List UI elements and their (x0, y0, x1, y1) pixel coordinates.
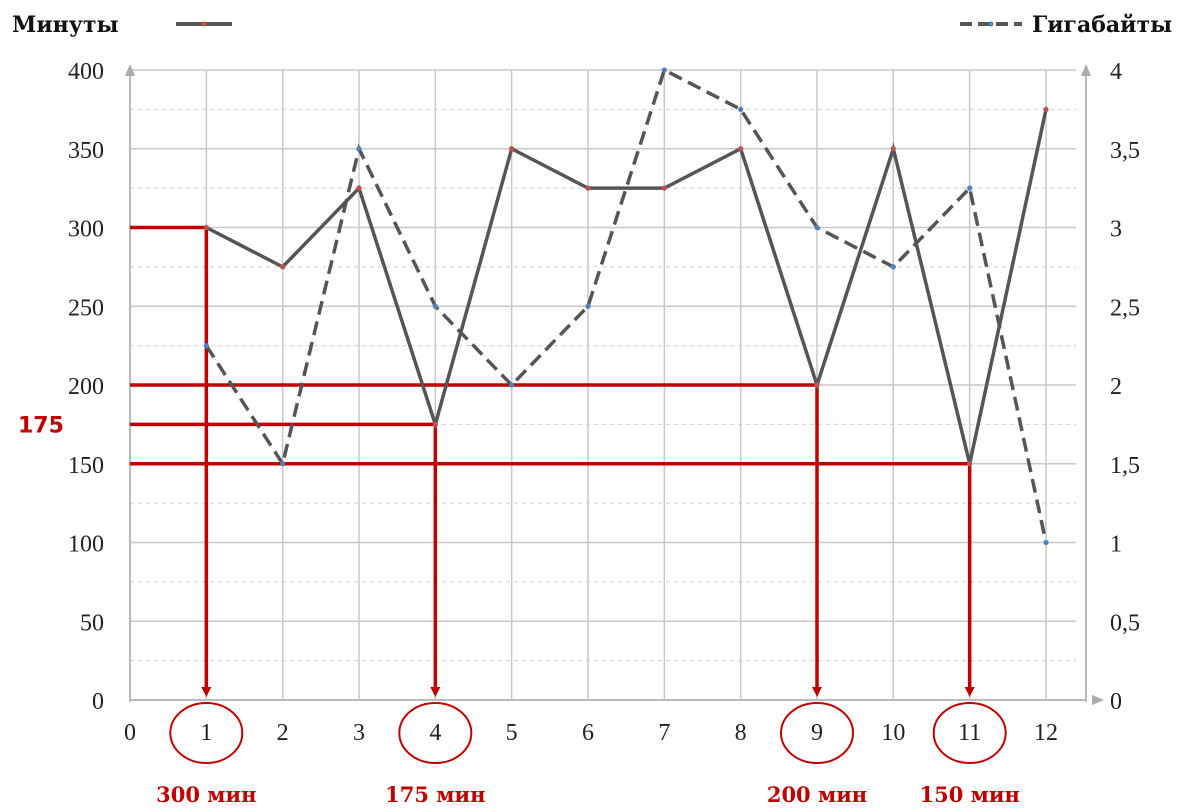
y-left-tick-label: 350 (68, 138, 104, 164)
y-left-tick-label: 150 (68, 453, 104, 479)
y-right-tick-label: 3 (1110, 217, 1122, 243)
x-tick-label: 8 (735, 720, 747, 746)
y-right-tick-label: 4 (1110, 59, 1122, 85)
minutes-point (1043, 106, 1049, 112)
x-tick-label: 2 (277, 720, 289, 746)
x-tick-label: 3 (353, 720, 365, 746)
minutes-point (890, 146, 896, 152)
gigabytes-point (432, 303, 438, 309)
minutes-point (967, 461, 973, 467)
y-right-tick-label: 2 (1110, 374, 1122, 400)
x-tick-label: 5 (506, 720, 518, 746)
minutes-point (738, 146, 744, 152)
series-lines (203, 67, 1049, 546)
grid (130, 69, 1076, 700)
highlight-circle (169, 702, 244, 764)
y-left-tick-label: 200 (68, 374, 104, 400)
x-tick-label: 4 (429, 720, 441, 746)
annotation-label: 150 мин (919, 782, 1019, 807)
minutes-point (585, 185, 591, 191)
annotation-label: 300 мин (156, 782, 256, 807)
y-right-tick-label: 0,5 (1110, 610, 1140, 636)
x-tick-label: 6 (582, 720, 594, 746)
y-left-tick-label: 0 (92, 689, 104, 715)
y-left-tick-label: 50 (80, 610, 104, 636)
highlight-lines (130, 225, 975, 697)
highlight-circle (398, 702, 473, 764)
y-right-tick-label: 0 (1110, 689, 1122, 715)
x-tick-label: 0 (124, 720, 136, 746)
x-axis-arrow (1092, 695, 1104, 705)
gigabytes-point (738, 106, 744, 112)
annotation-label: 175 мин (385, 782, 485, 807)
x-tick-label: 10 (881, 720, 905, 746)
minutes-point (509, 146, 515, 152)
gigabytes-point (356, 146, 362, 152)
y-right-tick-label: 3,5 (1110, 138, 1140, 164)
y-right-tick-label: 1 (1110, 532, 1122, 558)
gigabytes-point (661, 67, 667, 73)
legend-gigabytes-marker (988, 21, 994, 27)
legend-gigabytes-label: Гигабайты (1032, 12, 1172, 38)
minutes-point (661, 185, 667, 191)
x-tick-label: 7 (658, 720, 670, 746)
highlight-circle (932, 702, 1007, 764)
highlight-circle (780, 702, 854, 764)
gigabytes-point (203, 343, 209, 349)
y-left-tick-label: 300 (68, 217, 104, 243)
minutes-point (356, 185, 362, 191)
minutes-point (432, 421, 438, 427)
minutes-line (205, 109, 1048, 465)
x-tick-label: 11 (958, 720, 981, 746)
y-right-tick-label: 1,5 (1110, 453, 1140, 479)
legend-minutes-label: Минуты (12, 12, 119, 38)
y-left-tick-label: 250 (68, 295, 104, 321)
gigabytes-point (585, 303, 591, 309)
gigabytes-line (204, 67, 1048, 543)
gigabytes-point (1043, 539, 1049, 546)
gigabytes-point (967, 185, 973, 191)
gigabytes-point (509, 382, 515, 388)
tick-labels: 0 1 2 3 4 5 6 7 8 9 10 11 12050100150200250300350400… (68, 59, 1140, 746)
y-annotation-175: 175 (18, 413, 64, 438)
gigabytes-point (890, 264, 896, 270)
y-right-tick-label: 2,5 (1110, 295, 1140, 321)
minutes-point (280, 264, 286, 270)
minutes-point (814, 382, 820, 388)
gigabytes-point (280, 461, 286, 467)
annotation-label: 200 мин (767, 782, 867, 807)
y-left-tick-label: 400 (68, 59, 104, 85)
y-left-tick-label: 100 (68, 532, 104, 558)
x-tick-label: 1 (200, 720, 212, 746)
left-axis-arrow (125, 64, 135, 76)
right-axis-arrow (1081, 64, 1091, 76)
minutes-point (203, 224, 209, 231)
gigabytes-point (814, 224, 820, 231)
legend-minutes-marker (201, 21, 207, 27)
x-tick-label: 12 (1034, 720, 1058, 746)
x-tick-label: 9 (811, 720, 823, 746)
legend: Минуты Гигабайты (12, 12, 1172, 38)
